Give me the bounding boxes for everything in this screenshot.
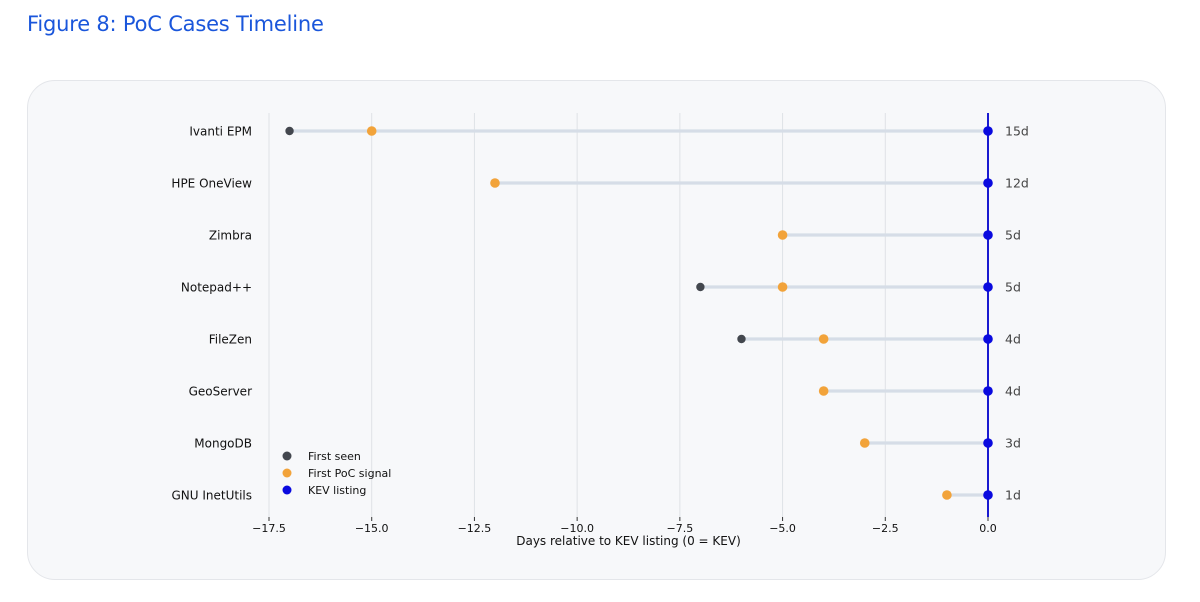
days-annotation: 4d xyxy=(1005,384,1021,399)
days-annotation: 4d xyxy=(1005,332,1021,347)
days-annotation: 12d xyxy=(1005,176,1029,191)
kev-listing-point xyxy=(983,490,993,500)
days-annotation: 5d xyxy=(1005,228,1021,243)
x-tick-label: −7.5 xyxy=(666,522,693,535)
category-label: Zimbra xyxy=(209,229,252,243)
chart-card xyxy=(27,80,1166,580)
category-label: HPE OneView xyxy=(171,177,252,191)
first-poc-point xyxy=(859,438,870,448)
days-annotation: 3d xyxy=(1005,436,1021,451)
x-axis-label: Days relative to KEV listing (0 = KEV) xyxy=(516,534,741,548)
days-annotation: 15d xyxy=(1005,124,1029,139)
legend-label: KEV listing xyxy=(308,484,366,497)
first-seen-point xyxy=(696,282,705,292)
first-poc-point xyxy=(818,334,829,344)
kev-listing-point xyxy=(983,438,993,448)
x-tick-label: −2.5 xyxy=(872,522,899,535)
kev-listing-point xyxy=(983,230,993,240)
x-tick-label: −12.5 xyxy=(458,522,492,535)
figure-title: Figure 8: PoC Cases Timeline xyxy=(27,12,324,36)
x-tick-label: −17.5 xyxy=(252,522,286,535)
category-label: FileZen xyxy=(209,333,252,347)
first-poc-point xyxy=(366,126,377,136)
legend-label: First PoC signal xyxy=(308,467,391,480)
first-poc-point xyxy=(942,490,952,500)
category-label: Ivanti EPM xyxy=(189,125,252,139)
x-tick-label: −5.0 xyxy=(769,522,796,535)
first-seen-point xyxy=(737,334,746,344)
legend-marker xyxy=(282,485,292,495)
kev-listing-point xyxy=(983,126,993,136)
legend-marker xyxy=(282,451,292,461)
days-annotation: 5d xyxy=(1005,280,1021,295)
first-poc-point xyxy=(490,178,500,188)
x-tick-label: −10.0 xyxy=(560,522,594,535)
legend-label: First seen xyxy=(308,450,361,463)
category-label: GNU InetUtils xyxy=(171,489,252,503)
first-poc-point xyxy=(777,282,788,292)
category-label: Notepad++ xyxy=(181,281,252,295)
x-tick-label: −15.0 xyxy=(355,522,389,535)
kev-listing-point xyxy=(983,386,993,396)
first-poc-point xyxy=(818,386,829,396)
first-seen-point xyxy=(285,126,294,136)
x-tick-label: 0.0 xyxy=(979,522,997,535)
category-label: GeoServer xyxy=(189,385,252,399)
category-label: MongoDB xyxy=(194,437,252,451)
kev-listing-point xyxy=(983,334,993,344)
legend-marker xyxy=(282,468,292,478)
kev-listing-point xyxy=(983,282,993,292)
first-poc-point xyxy=(777,230,788,240)
kev-listing-point xyxy=(983,178,993,188)
days-annotation: 1d xyxy=(1005,488,1021,503)
